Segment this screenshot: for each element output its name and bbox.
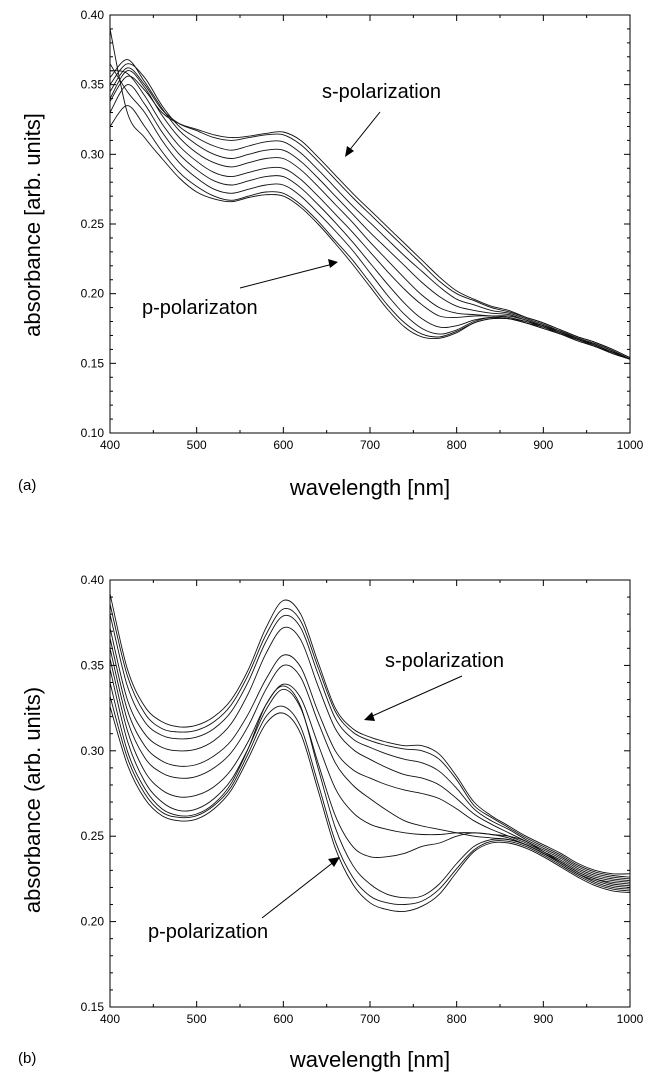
panel-b-curves (109, 593, 631, 912)
x-tick-label: 700 (360, 1012, 380, 1026)
x-tick-label: 400 (100, 438, 120, 452)
x-tick-label: 400 (100, 1012, 120, 1026)
spectrum-curve-11 (109, 706, 631, 912)
panel-a-arrowhead-s (345, 146, 354, 157)
y-tick-label: 0.35 (81, 658, 105, 672)
x-tick-label: 800 (447, 438, 467, 452)
panel-b-annotation-s-polarization: s-polarization (385, 650, 504, 672)
y-tick-label: 0.30 (81, 147, 105, 161)
y-tick-label: 0.10 (81, 426, 105, 440)
panel-b: 0.15 0.20 0.25 0.30 0.35 0.40 400 500 600 700 800… (18, 573, 644, 1072)
y-tick-label: 0.40 (81, 573, 105, 587)
panel-b-annotation-p-polarization: p-polarization (148, 921, 268, 943)
panel-a-plot-frame (109, 14, 631, 434)
panel-b-arrow-s (369, 675, 463, 718)
panel-a-label: (a) (18, 477, 36, 494)
panel-a-x-axis-title: wavelength [nm] (289, 475, 450, 500)
panel-a: 0.10 0.15 0.20 0.25 0.30 0.35 0.40 400 500 600 70… (18, 8, 644, 500)
y-tick-label: 0.15 (81, 356, 105, 370)
y-tick-label: 0.20 (81, 915, 105, 929)
panel-a-annotation-p-polarizaton: p-polarizaton (142, 297, 258, 319)
spectrum-curve-8 (109, 63, 631, 360)
panel-a-x-tick-labels: 400 500 600 700 800 900 1000 (100, 438, 644, 452)
x-tick-label: 700 (360, 438, 380, 452)
panel-b-y-tick-labels: 0.15 0.20 0.25 0.30 0.35 0.40 (81, 573, 105, 1014)
panel-b-arrowhead-s (364, 712, 375, 721)
spectrum-curve-1 (109, 593, 631, 875)
spectrum-curve-3 (109, 614, 631, 880)
x-tick-label: 900 (533, 1012, 553, 1026)
spectrum-curve-10 (109, 695, 631, 906)
y-tick-label: 0.40 (81, 8, 105, 22)
y-tick-label: 0.30 (81, 744, 105, 758)
spectrum-curve-6 (109, 70, 631, 360)
panel-a-y-tick-labels: 0.10 0.15 0.20 0.25 0.30 0.35 0.40 (81, 8, 105, 440)
x-tick-label: 500 (187, 1012, 207, 1026)
panel-a-annotation-s-polarization: s-polarization (322, 81, 441, 103)
spectrum-curve-2 (109, 603, 631, 878)
spectrum-curve-7 (109, 658, 631, 887)
y-tick-label: 0.25 (81, 829, 105, 843)
x-tick-label: 1000 (617, 438, 644, 452)
x-tick-label: 800 (447, 1012, 467, 1026)
panel-b-y-axis-title: absorbance (arb. units) (20, 687, 45, 913)
spectrum-curve-9 (109, 682, 631, 899)
panel-b-label: (b) (18, 1050, 36, 1067)
panel-a-arrowhead-p (328, 259, 338, 268)
panel-a-y-axis-title: absorbance [arb. units] (20, 113, 45, 337)
panel-b-arrowhead-p (328, 857, 340, 867)
x-tick-label: 600 (273, 438, 293, 452)
x-tick-label: 1000 (617, 1012, 644, 1026)
x-tick-label: 600 (273, 1012, 293, 1026)
x-tick-label: 900 (533, 438, 553, 452)
spectrum-curve-10 (109, 28, 631, 360)
spectrum-curve-3 (109, 63, 631, 360)
spectrum-curve-5 (109, 637, 631, 883)
panel-b-arrow-p (261, 860, 336, 919)
y-tick-label: 0.15 (81, 1000, 105, 1014)
x-tick-label: 500 (187, 438, 207, 452)
spectrum-curve-4 (109, 626, 631, 882)
panel-b-x-tick-labels: 400 500 600 700 800 900 1000 (100, 1012, 644, 1026)
y-tick-label: 0.20 (81, 287, 105, 301)
panel-a-gridless-ticks (109, 14, 631, 434)
panel-a-curves (109, 28, 631, 360)
y-tick-label: 0.35 (81, 78, 105, 92)
panel-b-x-axis-title: wavelength [nm] (289, 1047, 450, 1072)
spectrum-curve-2 (109, 67, 631, 359)
y-tick-label: 0.25 (81, 217, 105, 231)
panel-a-arrow-p (239, 263, 334, 289)
panel-b-plot-frame (109, 579, 631, 1008)
panel-a-arrow-s (347, 111, 381, 153)
